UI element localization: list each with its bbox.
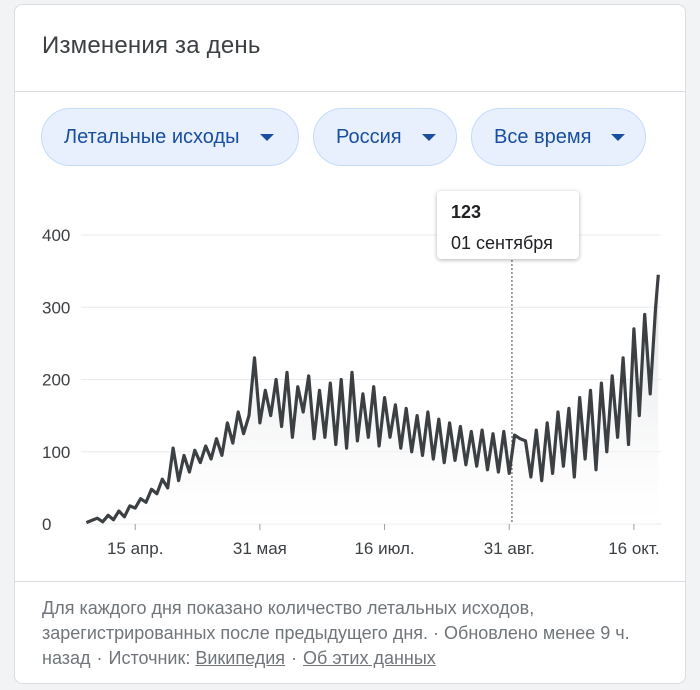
footer-divider xyxy=(15,581,685,582)
y-tick-label: 200 xyxy=(42,371,70,390)
source-link-wikipedia[interactable]: Википедия xyxy=(195,648,286,668)
x-tick-label: 16 окт. xyxy=(608,539,659,558)
caret-down-icon xyxy=(259,133,274,141)
chart-area[interactable]: 0 100 200 300 400 15 апр. 31 мая 16 июл. 31 авг.… xyxy=(15,185,686,575)
caret-down-icon xyxy=(611,133,626,141)
chart-tooltip: 123 01 сентября xyxy=(437,191,579,259)
caret-down-icon xyxy=(421,133,436,141)
period-filter-dropdown[interactable]: Все время xyxy=(471,108,646,166)
header-divider xyxy=(15,91,685,92)
chart-footer: Для каждого дня показано количество лета… xyxy=(42,598,630,668)
y-tick-label: 400 xyxy=(42,226,70,245)
card-title: Изменения за день xyxy=(42,32,261,59)
y-tick-label: 100 xyxy=(42,443,70,462)
x-tick-label: 16 июл. xyxy=(354,539,414,558)
source-label: Источник: xyxy=(108,648,191,668)
about-data-link[interactable]: Об этих данных xyxy=(303,648,436,668)
x-tick-label: 31 авг. xyxy=(484,539,535,558)
region-filter-dropdown[interactable]: Россия xyxy=(313,108,457,166)
tooltip-value: 123 xyxy=(451,202,482,222)
x-tick-label: 31 мая xyxy=(233,539,287,558)
series-area xyxy=(86,274,659,524)
region-filter-label: Россия xyxy=(336,125,402,148)
metric-filter-dropdown[interactable]: Летальные исходы xyxy=(41,108,299,166)
footer-description: Для каждого дня показано количество лета… xyxy=(42,598,630,668)
daily-deaths-chart[interactable]: 0 100 200 300 400 15 апр. 31 мая 16 июл. 31 авг.… xyxy=(15,185,686,575)
x-tick-label: 15 апр. xyxy=(107,539,163,558)
y-tick-label: 300 xyxy=(42,298,70,317)
tooltip-date: 01 сентября xyxy=(451,233,553,253)
period-filter-label: Все время xyxy=(494,125,592,148)
y-tick-label: 0 xyxy=(42,515,51,534)
metric-filter-label: Летальные исходы xyxy=(64,125,240,148)
covid-deaths-card: Изменения за день Летальные исходы Росси… xyxy=(14,4,686,684)
